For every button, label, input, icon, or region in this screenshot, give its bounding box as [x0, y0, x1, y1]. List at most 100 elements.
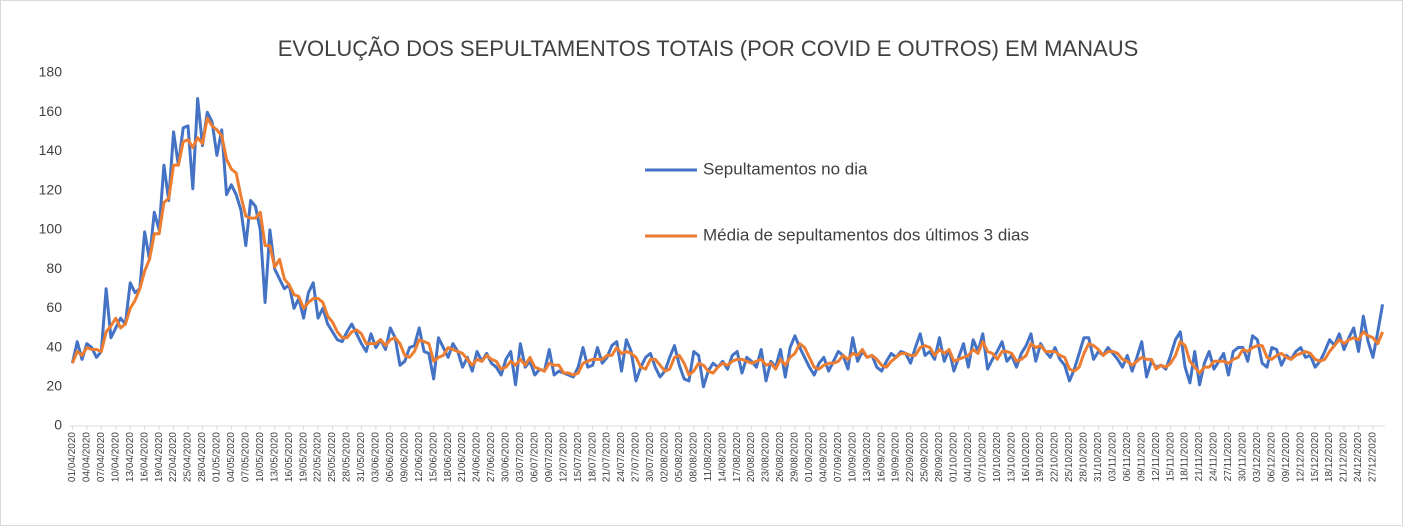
x-tick-label: 12/06/2020 [414, 432, 425, 482]
x-tick-label: 15/06/2020 [428, 432, 439, 482]
x-tick-label: 10/05/2020 [255, 432, 266, 482]
x-tick-label: 30/06/2020 [501, 432, 512, 482]
x-tick-label: 23/08/2020 [761, 432, 772, 482]
x-tick-label: 04/05/2020 [226, 432, 237, 482]
x-tick-label: 19/10/2020 [1035, 432, 1046, 482]
x-tick-label: 16/09/2020 [876, 432, 887, 482]
x-tick-label: 09/12/2020 [1281, 432, 1292, 482]
x-tick-label: 24/06/2020 [472, 432, 483, 482]
x-tick-label: 06/07/2020 [529, 432, 540, 482]
x-tick-label: 21/12/2020 [1339, 432, 1350, 482]
x-tick-label: 25/05/2020 [327, 432, 338, 482]
y-tick-label: 140 [39, 142, 63, 158]
chart: EVOLUÇÃO DOS SEPULTAMENTOS TOTAIS (POR C… [0, 0, 1403, 526]
y-tick-label: 180 [39, 64, 63, 80]
x-tick-label: 03/07/2020 [515, 432, 526, 482]
x-tick-label: 27/07/2020 [631, 432, 642, 482]
x-tick-label: 13/09/2020 [862, 432, 873, 482]
x-tick-label: 16/05/2020 [284, 432, 295, 482]
x-tick-label: 09/07/2020 [544, 432, 555, 482]
x-tick-label: 20/08/2020 [746, 432, 757, 482]
x-tick-label: 13/04/2020 [125, 432, 136, 482]
x-tick-label: 04/10/2020 [963, 432, 974, 482]
x-tick-label: 21/07/2020 [602, 432, 613, 482]
x-tick-label: 10/04/2020 [110, 432, 121, 482]
y-tick-label: 120 [39, 181, 63, 197]
y-tick-label: 60 [46, 299, 62, 315]
x-tick-label: 22/09/2020 [905, 432, 916, 482]
x-tick-label: 10/10/2020 [992, 432, 1003, 482]
x-tick-label: 19/05/2020 [298, 432, 309, 482]
x-tick-label: 30/11/2020 [1238, 432, 1249, 482]
x-tick-label: 09/06/2020 [399, 432, 410, 482]
y-tick-label: 20 [46, 377, 62, 393]
y-tick-label: 0 [54, 417, 62, 433]
x-tick-label: 22/05/2020 [313, 432, 324, 482]
x-tick-label: 01/09/2020 [804, 432, 815, 482]
x-tick-label: 01/04/2020 [67, 432, 78, 482]
x-tick-label: 16/10/2020 [1021, 432, 1032, 482]
x-tick-label: 11/08/2020 [703, 432, 714, 482]
x-tick-label: 07/10/2020 [977, 432, 988, 482]
x-tick-label: 27/11/2020 [1223, 432, 1234, 482]
x-tick-label: 01/10/2020 [949, 432, 960, 482]
x-tick-label: 19/09/2020 [891, 432, 902, 482]
x-tick-label: 31/05/2020 [356, 432, 367, 482]
y-tick-label: 40 [46, 338, 62, 354]
y-tick-label: 160 [39, 103, 63, 119]
x-tick-label: 18/12/2020 [1324, 432, 1335, 482]
x-tick-label: 03/06/2020 [371, 432, 382, 482]
x-tick-label: 15/07/2020 [573, 432, 584, 482]
x-tick-label: 03/11/2020 [1107, 432, 1118, 482]
x-tick-label: 15/12/2020 [1310, 432, 1321, 482]
x-tick-label: 25/04/2020 [183, 432, 194, 482]
legend-label: Média de sepultamentos dos últimos 3 dia… [703, 225, 1029, 244]
x-tick-label: 06/11/2020 [1122, 432, 1133, 482]
x-tick-label: 24/11/2020 [1209, 432, 1220, 482]
chart-title: EVOLUÇÃO DOS SEPULTAMENTOS TOTAIS (POR C… [278, 36, 1139, 61]
x-tick-label: 22/04/2020 [168, 432, 179, 482]
x-tick-label: 08/08/2020 [688, 432, 699, 482]
x-tick-label: 06/06/2020 [385, 432, 396, 482]
x-tick-label: 17/08/2020 [732, 432, 743, 482]
x-tick-label: 18/06/2020 [443, 432, 454, 482]
legend-label: Sepultamentos no dia [703, 159, 868, 178]
x-tick-label: 28/05/2020 [342, 432, 353, 482]
x-tick-label: 28/04/2020 [197, 432, 208, 482]
x-tick-label: 26/08/2020 [775, 432, 786, 482]
x-tick-label: 03/12/2020 [1252, 432, 1263, 482]
x-tick-label: 24/12/2020 [1353, 432, 1364, 482]
x-tick-label: 30/07/2020 [645, 432, 656, 482]
x-tick-label: 04/04/2020 [81, 432, 92, 482]
x-tick-label: 25/09/2020 [920, 432, 931, 482]
x-tick-label: 16/04/2020 [139, 432, 150, 482]
y-tick-label: 80 [46, 260, 62, 276]
x-tick-label: 07/09/2020 [833, 432, 844, 482]
x-tick-label: 27/12/2020 [1368, 432, 1379, 482]
x-tick-label: 25/10/2020 [1064, 432, 1075, 482]
x-tick-label: 14/08/2020 [717, 432, 728, 482]
x-tick-label: 07/05/2020 [240, 432, 251, 482]
x-tick-label: 09/11/2020 [1136, 432, 1147, 482]
x-tick-label: 21/06/2020 [457, 432, 468, 482]
x-tick-label: 21/11/2020 [1194, 432, 1205, 482]
x-tick-label: 05/08/2020 [674, 432, 685, 482]
x-tick-label: 31/10/2020 [1093, 432, 1104, 482]
x-tick-label: 27/06/2020 [486, 432, 497, 482]
x-tick-label: 02/08/2020 [660, 432, 671, 482]
x-tick-label: 01/05/2020 [212, 432, 223, 482]
y-tick-label: 100 [39, 221, 63, 237]
x-tick-label: 22/10/2020 [1050, 432, 1061, 482]
x-tick-label: 29/08/2020 [790, 432, 801, 482]
x-tick-label: 12/12/2020 [1295, 432, 1306, 482]
x-tick-label: 18/07/2020 [587, 432, 598, 482]
x-tick-label: 07/04/2020 [96, 432, 107, 482]
x-tick-label: 19/04/2020 [154, 432, 165, 482]
x-tick-label: 04/09/2020 [818, 432, 829, 482]
x-tick-label: 15/11/2020 [1165, 432, 1176, 482]
x-tick-label: 10/09/2020 [847, 432, 858, 482]
x-tick-label: 12/07/2020 [558, 432, 569, 482]
x-tick-label: 24/07/2020 [616, 432, 627, 482]
x-tick-label: 13/10/2020 [1006, 432, 1017, 482]
x-tick-label: 28/09/2020 [934, 432, 945, 482]
